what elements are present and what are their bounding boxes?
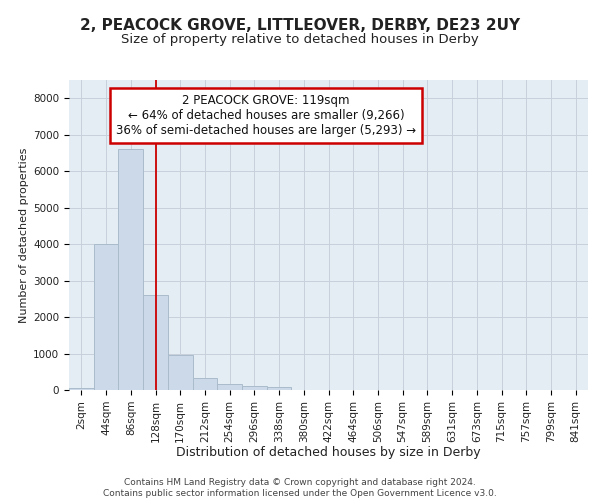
Bar bbox=[69, 388, 94, 390]
Y-axis label: Number of detached properties: Number of detached properties bbox=[19, 148, 29, 322]
Bar bbox=[193, 378, 217, 390]
Bar bbox=[118, 150, 143, 390]
Bar bbox=[94, 244, 118, 390]
Bar bbox=[217, 384, 242, 390]
X-axis label: Distribution of detached houses by size in Derby: Distribution of detached houses by size … bbox=[176, 446, 481, 459]
Text: 2, PEACOCK GROVE, LITTLEOVER, DERBY, DE23 2UY: 2, PEACOCK GROVE, LITTLEOVER, DERBY, DE2… bbox=[80, 18, 520, 32]
Bar bbox=[242, 386, 267, 390]
Text: 2 PEACOCK GROVE: 119sqm
← 64% of detached houses are smaller (9,266)
36% of semi: 2 PEACOCK GROVE: 119sqm ← 64% of detache… bbox=[116, 94, 416, 137]
Text: Size of property relative to detached houses in Derby: Size of property relative to detached ho… bbox=[121, 32, 479, 46]
Text: Contains HM Land Registry data © Crown copyright and database right 2024.
Contai: Contains HM Land Registry data © Crown c… bbox=[103, 478, 497, 498]
Bar bbox=[168, 356, 193, 390]
Bar bbox=[267, 388, 292, 390]
Bar bbox=[143, 295, 168, 390]
